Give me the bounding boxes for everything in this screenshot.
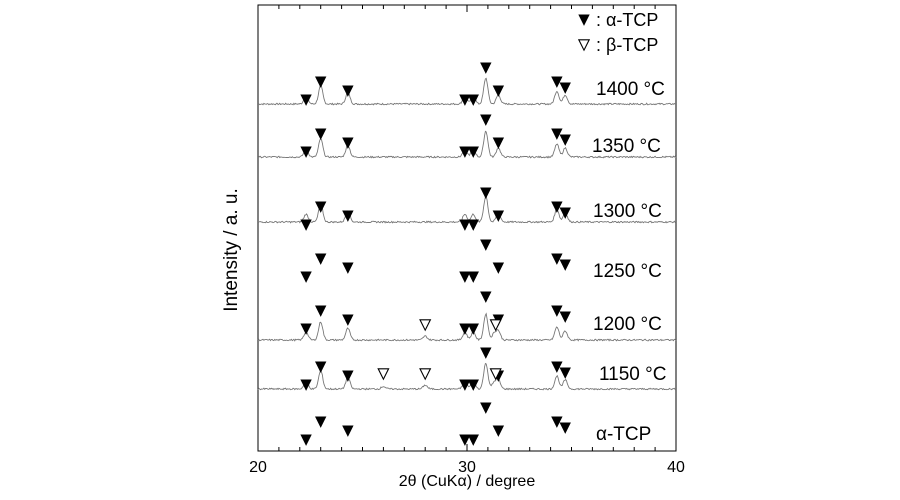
alpha-tcp-marker [467,323,479,335]
alpha-tcp-marker [315,305,327,317]
alpha-tcp-marker [492,210,505,222]
alpha-tcp-marker [559,367,571,379]
alpha-tcp-marker [551,201,563,213]
alpha-tcp-marker [467,146,479,158]
alpha-tcp-marker [492,425,505,437]
alpha-tcp-marker [459,94,471,106]
legend-beta-icon [577,39,591,52]
alpha-tcp-marker [551,361,563,373]
legend: : α-TCP : β-TCP [577,10,658,55]
beta-tcp-marker [489,368,502,381]
alpha-tcp-marker [342,137,354,149]
series-label: 1200 °C [593,314,662,335]
alpha-tcp-marker [480,114,492,126]
series-label: 1150 °C [599,364,666,385]
beta-tcp-marker [489,319,502,332]
alpha-tcp-marker [315,201,327,213]
alpha-tcp-marker [480,347,492,359]
alpha-tcp-marker [559,82,571,94]
alpha-tcp-marker [480,62,492,74]
series-label: 1250 °C [593,261,662,282]
x-tick-label: 40 [667,459,685,476]
alpha-tcp-marker [480,187,492,199]
alpha-tcp-marker [459,323,471,335]
alpha-tcp-marker [559,134,571,146]
x-tick-label: 30 [458,459,476,476]
alpha-tcp-marker [467,271,479,283]
alpha-tcp-marker [315,253,327,265]
alpha-tcp-marker [300,94,312,106]
alpha-tcp-marker [300,219,312,231]
alpha-tcp-marker [342,262,354,274]
alpha-tcp-marker [551,253,563,265]
alpha-tcp-marker [342,370,354,382]
alpha-tcp-marker [492,262,505,274]
alpha-tcp-marker [300,434,312,446]
alpha-tcp-marker [342,425,354,437]
beta-tcp-marker [419,319,432,332]
xrd-trace-line [257,195,677,224]
series-label: 1350 °C [592,136,661,157]
alpha-tcp-marker [551,305,563,317]
alpha-tcp-marker [342,210,354,222]
alpha-tcp-marker [467,379,479,391]
alpha-tcp-marker [480,402,492,414]
xrd-traces [257,77,677,391]
alpha-tcp-marker [492,137,505,149]
alpha-tcp-marker [467,219,479,231]
alpha-tcp-marker [467,94,479,106]
alpha-tcp-marker [459,434,471,446]
alpha-tcp-marker [342,85,354,97]
x-tick-label: 20 [249,459,267,476]
alpha-tcp-marker [342,314,354,326]
alpha-tcp-marker [315,361,327,373]
alpha-tcp-marker [459,271,471,283]
alpha-tcp-marker [300,379,312,391]
alpha-tcp-marker [300,146,312,158]
series-labels: 1400 °C 1350 °C 1300 °C 1250 °C 1200 °C 1150 … [592,79,666,445]
alpha-tcp-marker [459,146,471,158]
legend-label: : β-TCP [596,35,658,55]
alpha-tcp-marker [467,434,479,446]
alpha-tcp-marker [559,422,571,434]
alpha-tcp-marker [551,76,563,88]
alpha-tcp-marker [459,379,471,391]
alpha-tcp-marker [315,416,327,428]
alpha-tcp-marker [492,85,505,97]
series-label: 1300 °C [593,201,662,222]
x-axis-label: 2θ (CuKα) / degree [398,473,536,490]
alpha-tcp-marker [300,323,312,335]
series-label: α-TCP [596,424,651,445]
alpha-tcp-marker [559,311,571,323]
alpha-tcp-marker [559,207,571,219]
beta-tcp-marker [419,368,432,381]
alpha-tcp-marker [315,128,327,140]
alpha-tcp-marker [459,219,471,231]
alpha-tcp-marker [315,76,327,88]
x-axis-ticks: 20 30 40 [249,5,685,476]
alpha-tcp-marker [300,271,312,283]
xrd-trace-line [257,312,677,342]
beta-tcp-marker [377,368,390,381]
alpha-tcp-marker [559,259,571,271]
alpha-tcp-marker [480,239,492,251]
legend-label: : α-TCP [596,10,658,30]
peak-markers [300,62,571,446]
series-label: 1400 °C [596,79,665,100]
y-axis-label: Intensity / a. u. [221,188,242,312]
alpha-tcp-marker [551,128,563,140]
alpha-tcp-marker [551,416,563,428]
legend-alpha-icon [578,14,590,26]
alpha-tcp-marker [480,291,492,303]
